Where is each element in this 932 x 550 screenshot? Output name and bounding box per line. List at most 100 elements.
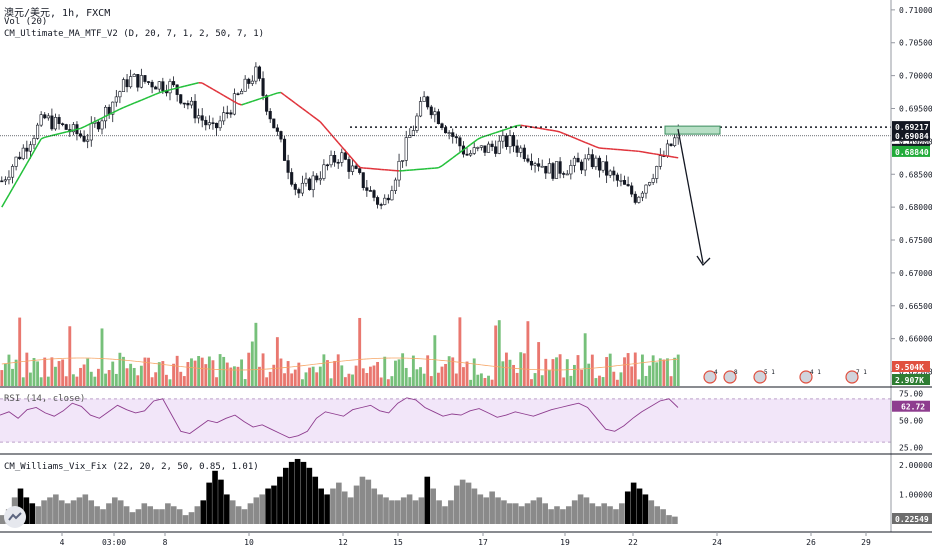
vix-bar [471, 488, 478, 524]
volume-bar [587, 363, 591, 386]
vix-bar [17, 488, 24, 524]
ma-segment [294, 102, 300, 107]
vix-bar [58, 500, 65, 524]
candle-body [401, 160, 405, 162]
vix-bar [436, 500, 442, 524]
volume-bar [68, 326, 72, 386]
candle-body [297, 189, 301, 194]
candle-body [368, 190, 372, 192]
volume-bar [533, 373, 537, 386]
candle-body [168, 81, 172, 94]
volume-bar [562, 377, 566, 386]
candle-body [265, 95, 269, 112]
vix-bar [395, 500, 401, 524]
vix-bar [465, 482, 472, 524]
volume-bar [386, 379, 390, 386]
price-tick-label: 0.68000 [899, 203, 932, 212]
volume-bar [218, 354, 222, 386]
ma-segment [112, 110, 117, 114]
ma-segment [226, 96, 232, 101]
volume-bar [583, 333, 587, 386]
candle-body [175, 84, 179, 95]
candle-body [136, 74, 140, 88]
rsi-legend[interactable]: RSI (14, close) [4, 394, 86, 404]
candle-body [46, 115, 50, 119]
candle-body [486, 143, 491, 153]
candle-body [580, 161, 584, 171]
ma-segment [663, 154, 668, 157]
candle-body [132, 74, 136, 77]
candle-body [533, 163, 537, 166]
vix-bar [495, 497, 501, 524]
vix-bar [271, 485, 277, 524]
vix-bar [501, 500, 507, 524]
volume-bar [547, 370, 551, 386]
vix-bar [648, 500, 655, 524]
volume-bar [122, 356, 125, 386]
volume-bar [308, 367, 312, 386]
volume-bar [293, 369, 297, 386]
ma-segment [656, 153, 661, 156]
volume-bar [422, 373, 426, 386]
ma-segment [126, 103, 131, 107]
ma-segment [94, 119, 99, 123]
volume-bar [75, 376, 79, 386]
x-tick-label: 24 [712, 538, 722, 547]
candle-body [673, 137, 677, 146]
volume-bar [46, 376, 50, 386]
x-tick-label: 26 [806, 538, 816, 547]
volume-bar [322, 354, 326, 386]
vix-bar [247, 503, 254, 524]
ma-segment [319, 121, 325, 127]
price-label: 0.69217 [895, 123, 929, 132]
ma-segment [502, 128, 507, 132]
vix-bar [536, 497, 543, 524]
candle-body [279, 131, 283, 140]
ma-segment [101, 115, 106, 119]
price-tick-label: 0.66500 [899, 302, 932, 311]
volume-bar [154, 372, 158, 386]
candle-body [637, 196, 641, 203]
ma-segment [208, 86, 214, 90]
ma-segment [148, 95, 153, 98]
vix-bar [660, 509, 666, 524]
volume-bar [411, 355, 415, 386]
event-badge-icon [703, 370, 717, 384]
candle-body [10, 166, 15, 178]
vix-bar [524, 503, 531, 524]
volume-bar [272, 364, 276, 386]
ma-segment [87, 122, 92, 126]
x-tick-label: 8 [163, 538, 168, 547]
vix-legend[interactable]: CM_Williams_Vix_Fix (22, 20, 2, 50, 0.85… [4, 462, 259, 472]
candle-body [519, 147, 523, 153]
vix-bar [383, 497, 389, 524]
volume-bar [537, 342, 541, 386]
ma-segment [194, 81, 199, 85]
volume-bar [351, 374, 354, 386]
rsi-line [0, 397, 679, 439]
volume-bar [129, 363, 133, 386]
vix-panel [0, 458, 678, 524]
vix-bar [371, 488, 378, 524]
ma-legend[interactable]: CM_Ultimate_MA_MTF_V2 (D, 20, 7, 1, 2, 5… [4, 29, 265, 39]
symbol-legend[interactable]: 澳元/美元, 1h, FXCM [4, 8, 111, 19]
candle-body [118, 91, 122, 98]
volume-bar [419, 367, 422, 386]
volume-legend[interactable]: Vol (20) [4, 17, 48, 27]
volume-bar [193, 360, 197, 386]
volume-bar [150, 377, 154, 386]
candle-body [404, 137, 408, 161]
volume-bar [236, 366, 240, 386]
logo-icon[interactable] [4, 506, 26, 528]
ma-segment [115, 108, 121, 112]
candle-body [576, 157, 580, 163]
ma-segment [205, 84, 210, 88]
volume-bar [240, 359, 244, 386]
price-panel[interactable]: 4 8 5 1 4 1 7 1 [0, 62, 891, 384]
vix-bar [453, 485, 460, 524]
volume-bar [182, 376, 186, 386]
vix-bar [141, 503, 148, 524]
candle-body [340, 152, 344, 163]
volume-bar [286, 361, 290, 386]
